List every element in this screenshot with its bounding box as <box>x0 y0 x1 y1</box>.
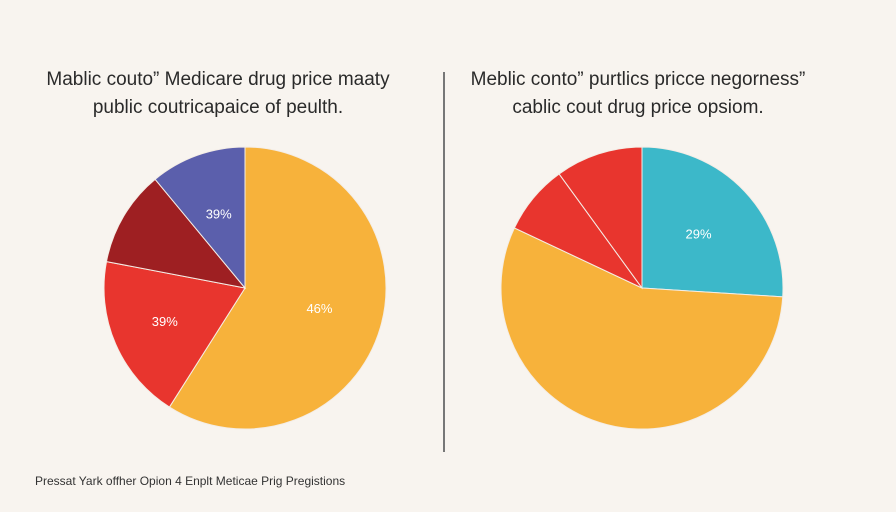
pie-slice <box>168 146 387 430</box>
pie-slice <box>500 227 784 430</box>
chart-panel-left: Mablic couto” Medicare drug price maaty … <box>0 0 430 470</box>
pie-slice <box>154 146 246 290</box>
chart-title-right: Meblic conto” purtlics pricce negorness”… <box>453 66 823 122</box>
chart-title-left-line2: public coutricapaice of peulth. <box>92 97 344 118</box>
pie-chart-right: 29% <box>500 146 784 430</box>
pie-chart-left: 46% 39% 39% <box>103 146 387 430</box>
pie-slice <box>641 146 784 298</box>
panel-divider <box>443 72 445 452</box>
chart-title-right-line1: Meblic conto” purtlics pricce negorness” <box>470 69 806 90</box>
chart-title-left-line1: Mablic couto” Medicare drug price maaty <box>46 69 390 90</box>
pie-slice <box>103 260 246 408</box>
pie-slice <box>558 146 643 290</box>
slice-data-label: 39% <box>206 206 232 221</box>
footer-caption: Pressat Yark offher Opion 4 Enplt Metica… <box>35 474 346 488</box>
slice-data-label: 46% <box>306 301 332 316</box>
pie-slice <box>105 178 247 289</box>
slice-data-label: 39% <box>152 314 178 329</box>
slice-data-label: 29% <box>686 226 712 241</box>
chart-title-left: Mablic couto” Medicare drug price maaty … <box>38 66 398 122</box>
chart-panel-right: Meblic conto” purtlics pricce negorness”… <box>455 0 885 470</box>
chart-title-right-line2: cablic cout drug price opsiom. <box>512 97 764 118</box>
